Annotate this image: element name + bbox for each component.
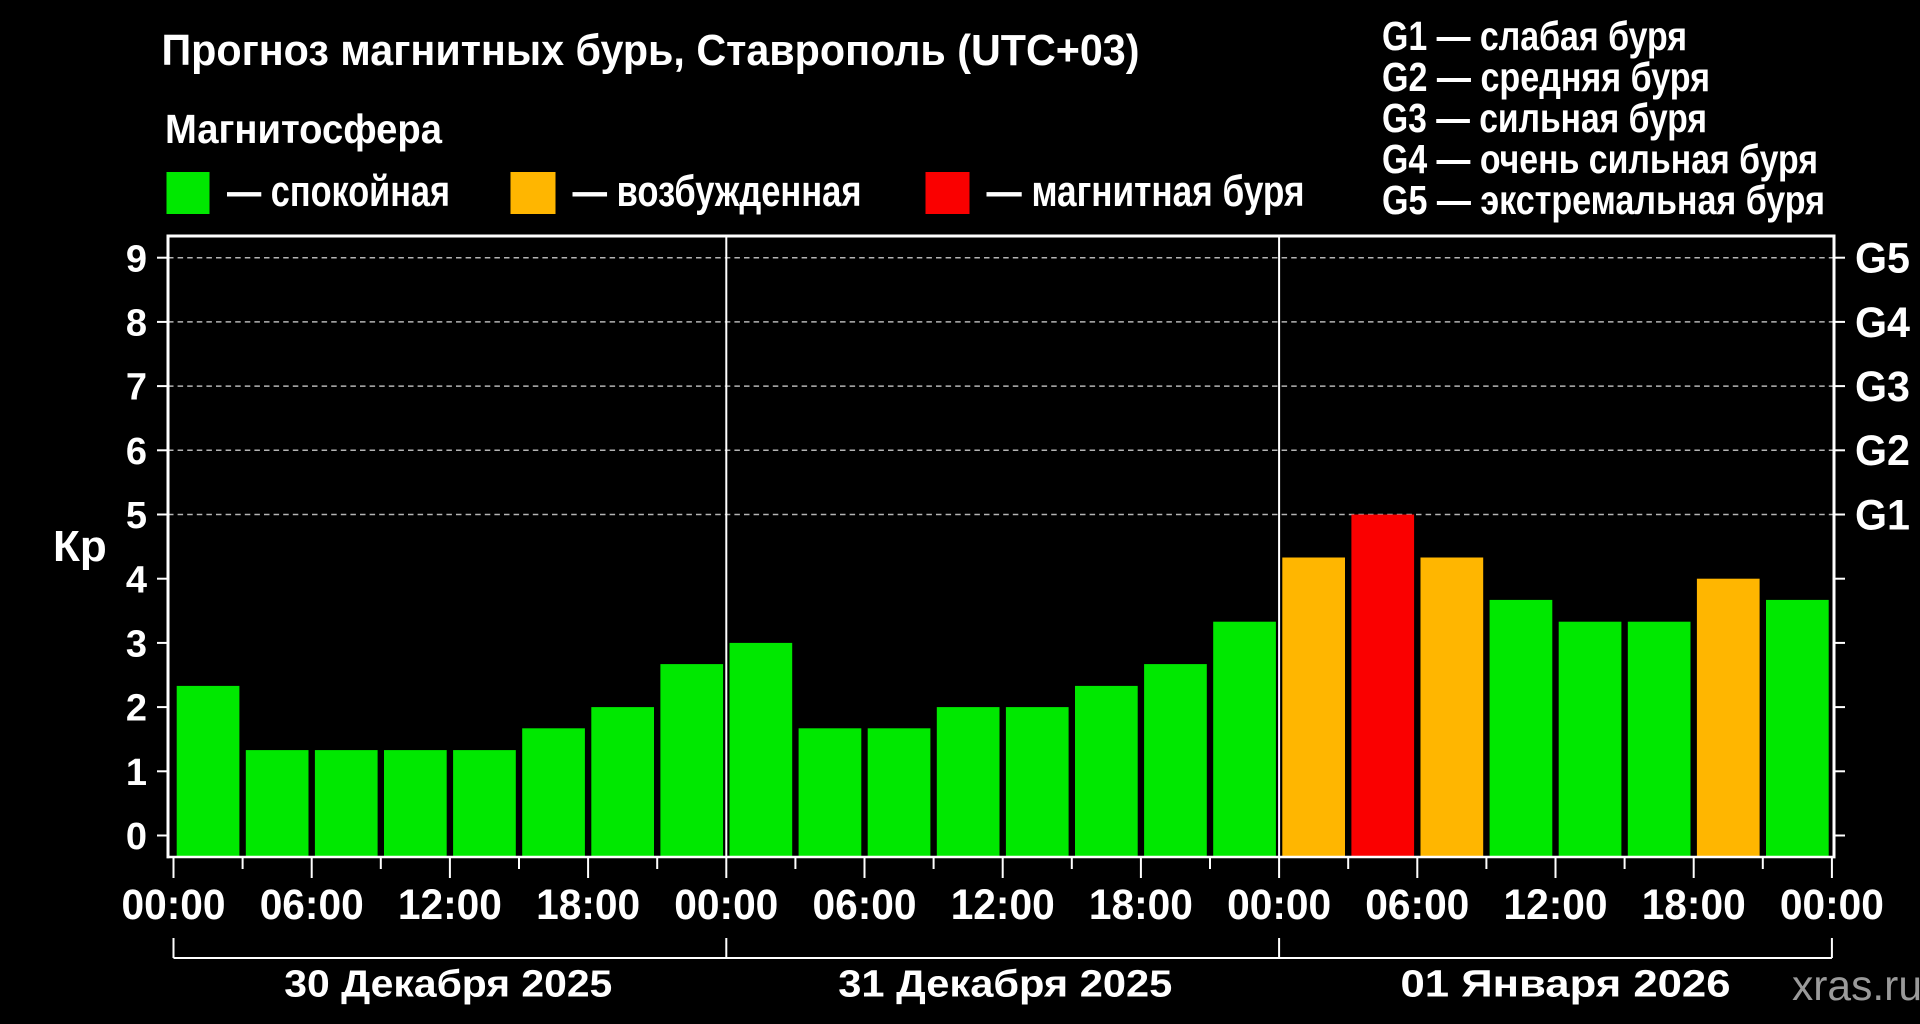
svg-text:18:00: 18:00 [536,881,640,929]
svg-text:— магнитная буря: — магнитная буря [987,167,1305,216]
svg-text:3: 3 [126,624,147,666]
svg-text:30 Декабря 2025: 30 Декабря 2025 [284,964,612,1006]
svg-text:12:00: 12:00 [1504,881,1608,929]
svg-text:xras.ru: xras.ru [1792,962,1920,1010]
svg-text:00:00: 00:00 [1780,881,1884,929]
svg-text:00:00: 00:00 [122,881,226,929]
svg-text:1: 1 [126,752,147,794]
svg-text:G3: G3 [1855,363,1910,411]
svg-text:5: 5 [126,495,147,537]
svg-text:G2 — средняя буря: G2 — средняя буря [1382,54,1710,100]
svg-text:7: 7 [126,367,147,409]
svg-text:06:00: 06:00 [813,881,917,929]
svg-text:G4 — очень сильная буря: G4 — очень сильная буря [1382,136,1818,182]
svg-text:18:00: 18:00 [1089,881,1193,929]
svg-text:4: 4 [126,559,147,601]
svg-text:00:00: 00:00 [674,881,778,929]
svg-text:06:00: 06:00 [260,881,364,929]
svg-text:00:00: 00:00 [1227,881,1331,929]
svg-text:G5: G5 [1855,235,1910,283]
svg-text:G2: G2 [1855,427,1910,475]
svg-text:G1 — слабая буря: G1 — слабая буря [1382,13,1687,59]
svg-text:G3 — сильная буря: G3 — сильная буря [1382,95,1707,141]
svg-text:12:00: 12:00 [398,881,502,929]
svg-text:31 Декабря 2025: 31 Декабря 2025 [838,964,1172,1006]
svg-text:Прогноз магнитных бурь, Ставро: Прогноз магнитных бурь, Ставрополь (UTC+… [162,26,1140,75]
svg-text:12:00: 12:00 [951,881,1055,929]
svg-text:— возбужденная: — возбужденная [573,167,862,216]
svg-text:01 Января 2026: 01 Января 2026 [1401,964,1731,1006]
svg-text:6: 6 [126,431,147,473]
svg-text:18:00: 18:00 [1642,881,1746,929]
svg-text:06:00: 06:00 [1365,881,1469,929]
svg-text:G1: G1 [1855,491,1910,539]
svg-text:0: 0 [126,816,147,858]
svg-text:9: 9 [126,238,147,280]
svg-text:2: 2 [126,688,147,730]
svg-text:Кр: Кр [53,522,107,571]
svg-text:Магнитосфера: Магнитосфера [165,106,443,152]
svg-text:— спокойная: — спокойная [227,167,450,216]
svg-text:8: 8 [126,303,147,345]
svg-text:G5 — экстремальная буря: G5 — экстремальная буря [1382,177,1825,223]
svg-text:G4: G4 [1855,299,1910,347]
